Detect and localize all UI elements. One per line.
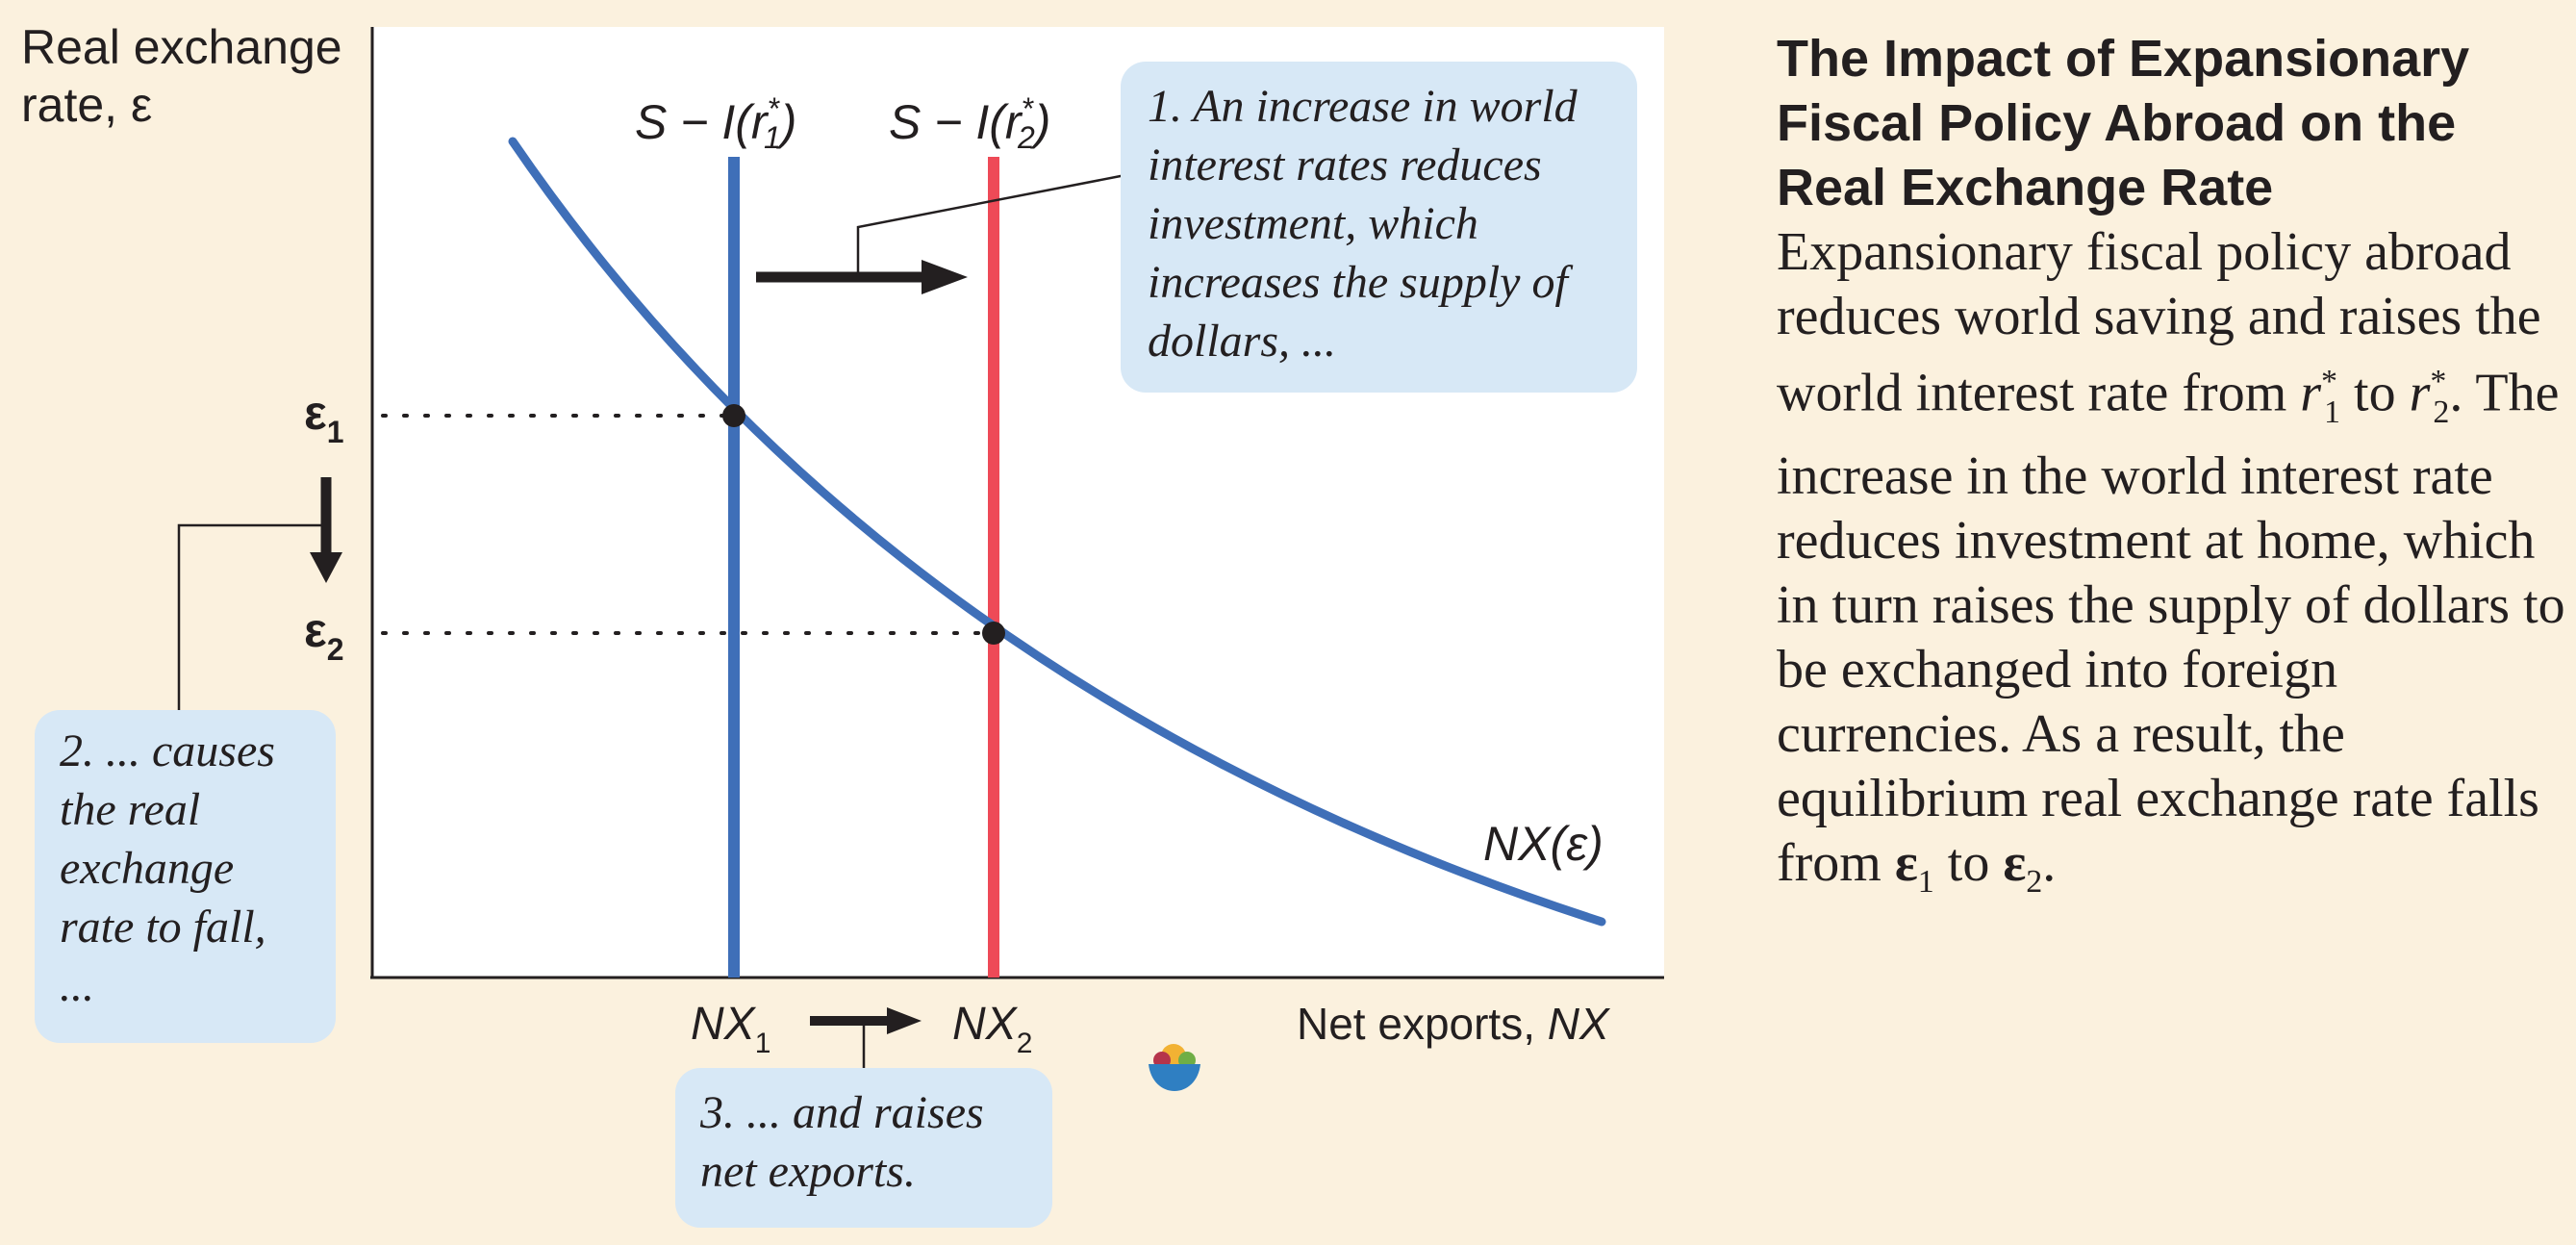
s-i-r2-label: S − I(r* 2) [889, 91, 1050, 155]
eps2-label: ε2 [304, 603, 344, 667]
shift-arrow-head [922, 260, 968, 294]
x-axis-label: Net exports, NX [1297, 999, 1611, 1049]
nx1-label: NX1 [691, 999, 770, 1059]
eps1-label: ε1 [304, 386, 344, 449]
annotation-3: 3. ... and raises net exports. [675, 1068, 1052, 1228]
figure-caption: The Impact of Expansionary Fiscal Policy… [1777, 30, 2565, 901]
caption-body-1: Expansionary fiscal policy abroad reduce… [1777, 222, 2541, 423]
caption-title: The Impact of Expansionary Fiscal Policy… [1777, 30, 2470, 216]
equilibrium-point-2 [982, 622, 1005, 645]
nx-arrow-head [887, 1007, 922, 1034]
annotation-2: 2. ... causes the real exchange rate to … [35, 710, 336, 1043]
nx-curve-label: NX(ε) [1483, 817, 1604, 871]
annotation-1: 1. An increase in world interest rates r… [1121, 62, 1637, 393]
nx2-label: NX2 [952, 999, 1032, 1059]
leader-line-1 [856, 173, 1126, 277]
leader-line-2 [177, 523, 323, 710]
nx-curve [508, 137, 1606, 927]
y-axis-label: Real exchange [21, 20, 342, 74]
equilibrium-point-1 [722, 404, 745, 427]
fall-arrow-head [310, 552, 342, 583]
y-axis-label-line2: rate, ε [21, 78, 152, 132]
s-i-r1-label: S − I(r* 1) [635, 91, 796, 155]
bowl-logo-icon [1149, 1044, 1200, 1091]
